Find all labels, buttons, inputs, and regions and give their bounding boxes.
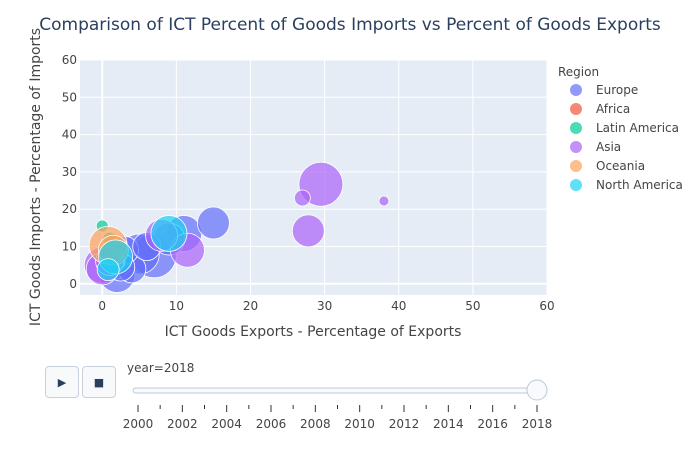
y-tick-label: 20 [62,202,77,216]
y-tick-label: 10 [62,240,77,254]
y-tick-label: 0 [69,277,77,291]
legend-label: Asia [596,140,621,154]
x-tick-label: 50 [465,299,480,313]
x-tick-label: 0 [98,299,106,313]
legend-marker [570,103,582,115]
legend: Region Europe Africa Latin America Asia Ocea… [558,65,683,192]
play-icon: ▶ [57,375,67,389]
legend-marker [570,160,582,172]
slider-year-label: 2004 [211,417,242,431]
y-axis-label: ICT Goods Imports - Percentage of Import… [28,28,44,326]
slider-label: year=2018 [127,361,194,375]
slider-year-label: 2016 [477,417,508,431]
slider-year-label: 2014 [433,417,464,431]
y-tick-label: 40 [62,128,77,142]
x-axis-ticks: 0 10 20 30 40 50 60 [98,299,554,313]
legend-label: Africa [596,102,630,116]
stop-icon: ■ [93,375,105,389]
bubble-north-america [96,258,120,282]
legend-marker [570,141,582,153]
slider-year-label: 2010 [344,417,375,431]
slider-year-label: 2006 [256,417,287,431]
y-tick-label: 50 [62,90,77,104]
stop-button[interactable]: ■ [82,366,116,398]
slider-year-label: 2000 [123,417,154,431]
bubble-asia [293,189,311,207]
slider-ticks: 2000 2002 2004 2006 2008 2010 2012 2014 2016 2018 [123,405,553,431]
x-tick-label: 40 [391,299,406,313]
chart-title: Comparison of ICT Percent of Goods Impor… [39,15,661,35]
slider-handle[interactable] [526,379,548,401]
legend-label: Oceania [596,159,645,173]
x-tick-label: 20 [243,299,258,313]
legend-marker [570,84,582,96]
legend-label: Europe [596,83,638,97]
legend-marker [570,122,582,134]
slider-track[interactable] [132,387,539,394]
play-button[interactable]: ▶ [45,366,79,398]
slider-year-label: 2002 [167,417,198,431]
x-tick-label: 10 [169,299,184,313]
legend-label: North America [596,178,683,192]
legend-label: Latin America [596,121,679,135]
y-tick-label: 60 [62,53,77,67]
legend-title: Region [558,65,599,79]
slider-year-label: 2008 [300,417,331,431]
bubble-europe [197,206,230,240]
x-tick-label: 60 [539,299,554,313]
x-tick-label: 30 [317,299,332,313]
slider-year-label: 2018 [522,417,553,431]
bubble-asia [378,195,390,207]
y-tick-label: 30 [62,165,77,179]
legend-marker [570,179,582,191]
y-axis-ticks: 0 10 20 30 40 50 60 [62,53,77,291]
bubble-layer[interactable] [83,161,390,293]
bubble-north-america [150,215,188,252]
bubble-asia [291,214,325,248]
x-axis-label: ICT Goods Exports - Percentage of Export… [165,324,462,340]
year-slider[interactable]: year=2018 2000 2002 2004 2006 2008 2010 2012 20… [123,361,553,431]
slider-year-label: 2012 [389,417,420,431]
